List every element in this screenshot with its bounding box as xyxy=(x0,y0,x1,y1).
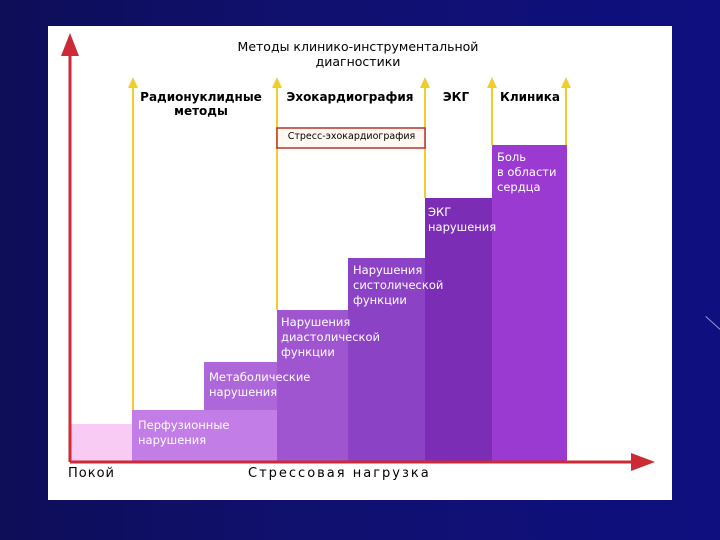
stress-echo-box xyxy=(276,127,426,149)
step-block-metabolic xyxy=(204,362,278,410)
step-block-diastolic xyxy=(277,310,352,461)
header-echo: Эхокардиография xyxy=(286,90,414,104)
stress-echo-label: Стресс-эхокардиография xyxy=(287,131,416,142)
y-axis-arrow xyxy=(61,33,79,462)
diagram-title: Методы клинико-инструментальной диагност… xyxy=(237,39,479,69)
decorative-line xyxy=(705,316,720,337)
method-marker-clinic-right xyxy=(561,77,571,145)
diagram-canvas xyxy=(61,33,655,471)
step-block-perfusion xyxy=(132,410,278,461)
label-perfusion: Перфузионные нарушения xyxy=(138,418,230,447)
label-systolic: Нарушения систолической функции xyxy=(353,263,444,307)
step-block-pain xyxy=(492,145,567,461)
x-label-stress-load: Стрессовая нагрузка xyxy=(248,466,431,481)
header-clinic: Клиника xyxy=(500,90,560,104)
label-chest-pain: Боль в области сердца xyxy=(497,150,557,194)
label-diastolic: Нарушения диастолической функции xyxy=(281,315,381,359)
header-radionuclide: Радионуклидные методы xyxy=(140,90,262,118)
label-ecg-disorders: ЭКГ нарушения xyxy=(428,205,497,234)
header-ecg: ЭКГ xyxy=(442,90,470,104)
slide-frame: Методы клинико-инструментальной диагност… xyxy=(48,26,672,500)
label-metabolic: Метаболические нарушения xyxy=(209,370,311,399)
x-axis-arrow xyxy=(70,453,655,471)
baseline-block xyxy=(70,424,132,461)
x-label-rest: Покой xyxy=(68,466,115,481)
method-marker-echo xyxy=(272,77,282,310)
step-block-systolic xyxy=(348,258,426,461)
step-block-ecg xyxy=(425,198,493,461)
method-marker-clinic-left xyxy=(487,77,497,145)
method-marker-radionuclide xyxy=(128,77,138,410)
